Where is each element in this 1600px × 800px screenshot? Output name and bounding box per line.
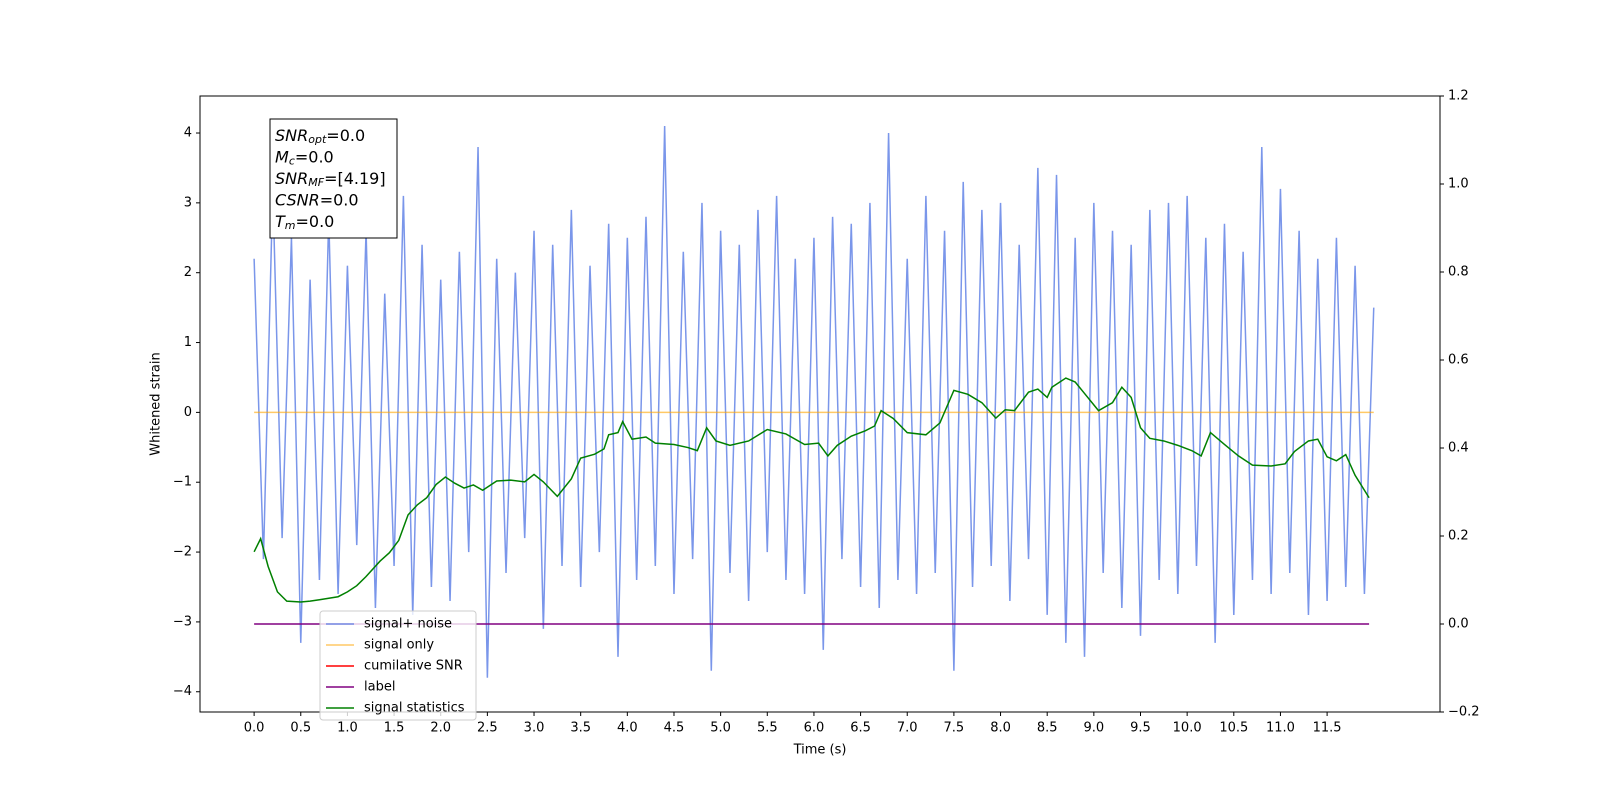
legend-label: cumilative SNR — [364, 659, 463, 674]
x-tick-label: 3.5 — [570, 721, 591, 736]
x-tick-label: 2.0 — [430, 721, 451, 736]
y-tick-label: 0 — [184, 405, 192, 420]
x-tick-label: 1.0 — [337, 721, 358, 736]
annotation-name: M — [275, 147, 289, 166]
legend: signal+ noise signal only cumilative SNR la… — [319, 610, 477, 721]
x-tick-label: 10.0 — [1173, 721, 1202, 736]
series-line — [253, 126, 1375, 678]
y-axis-label: Whitened strain — [149, 352, 164, 455]
x-tick-label: 8.0 — [990, 721, 1011, 736]
x-tick-label: 0.0 — [244, 721, 265, 736]
legend-label: signal only — [364, 638, 434, 653]
annotation-sub: m — [285, 219, 296, 232]
legend-label: signal+ noise — [364, 617, 452, 632]
y-tick-label: 3 — [184, 195, 192, 210]
series-line — [253, 377, 1370, 603]
x-tick-label: 7.0 — [897, 721, 918, 736]
x-tick-label: 7.5 — [944, 721, 965, 736]
x-tick-label: 5.0 — [710, 721, 731, 736]
annotation-sub: opt — [308, 133, 327, 146]
x-tick-label: 6.5 — [850, 721, 871, 736]
x-tick-label: 10.5 — [1219, 721, 1248, 736]
annotation-frame — [269, 118, 398, 239]
annotation-name: CSNR — [275, 190, 320, 209]
y2-tick-label: 0.4 — [1448, 441, 1469, 456]
annotation-name: SNR — [275, 126, 308, 145]
x-tick-label: 0.5 — [290, 721, 311, 736]
annotation: CSNR=0.0 — [275, 190, 359, 209]
x-tick-label: 9.5 — [1130, 721, 1151, 736]
annotation-name: T — [275, 212, 286, 231]
y-tick-label: 2 — [184, 265, 192, 280]
x-tick-label: 11.0 — [1266, 721, 1295, 736]
x-tick-label: 2.5 — [477, 721, 498, 736]
x-tick-label: 6.0 — [804, 721, 825, 736]
x-tick-label: 1.5 — [384, 721, 405, 736]
y2-tick-label: 0.2 — [1448, 529, 1469, 544]
annotation-box: SNRopt=0.0Mc=0.0SNRMF=[4.19]CSNR=0.0Tm=0… — [269, 118, 398, 239]
annotation: SNRopt=0.0 — [275, 126, 365, 147]
annotation: SNRMF=[4.19] — [275, 169, 386, 190]
x-tick-label: 4.0 — [617, 721, 638, 736]
annotation-value: =0.0 — [320, 190, 359, 209]
x-tick-label: 4.5 — [664, 721, 685, 736]
annotation-value: =[4.19] — [324, 169, 386, 188]
legend-label: label — [364, 680, 395, 695]
y2-tick-label: 0.6 — [1448, 353, 1469, 368]
y2-tick-label: 1.2 — [1448, 89, 1469, 104]
annotation-value: =0.0 — [296, 212, 335, 231]
y2-tick-label: 0.0 — [1448, 617, 1469, 632]
y-tick-label: 1 — [184, 335, 192, 350]
y-tick-label: −4 — [173, 684, 192, 699]
y-tick-label: −3 — [173, 614, 192, 629]
annotation: Mc=0.0 — [275, 147, 334, 168]
y2-tick-label: 1.0 — [1448, 177, 1469, 192]
x-tick-label: 9.0 — [1084, 721, 1105, 736]
legend-label: signal statistics — [364, 701, 465, 716]
x-tick-label: 11.5 — [1313, 721, 1342, 736]
y2-tick-label: −0.2 — [1448, 705, 1480, 720]
annotation-sub: c — [289, 155, 295, 168]
x-tick-label: 3.0 — [524, 721, 545, 736]
x-axis-label: Time (s) — [793, 743, 847, 758]
plot-frame — [199, 95, 1441, 713]
annotation-value: =0.0 — [326, 126, 365, 145]
x-tick-label: 5.5 — [757, 721, 778, 736]
legend-frame — [319, 610, 477, 721]
annotation: Tm=0.0 — [275, 212, 334, 233]
y-tick-label: −1 — [173, 475, 192, 490]
y-tick-label: −2 — [173, 545, 192, 560]
annotation-value: =0.0 — [295, 147, 334, 166]
y-tick-label: 4 — [184, 126, 192, 141]
x-tick-label: 8.5 — [1037, 721, 1058, 736]
annotation-sub: MF — [308, 176, 324, 189]
annotation-name: SNR — [275, 169, 308, 188]
y2-tick-label: 0.8 — [1448, 265, 1469, 280]
